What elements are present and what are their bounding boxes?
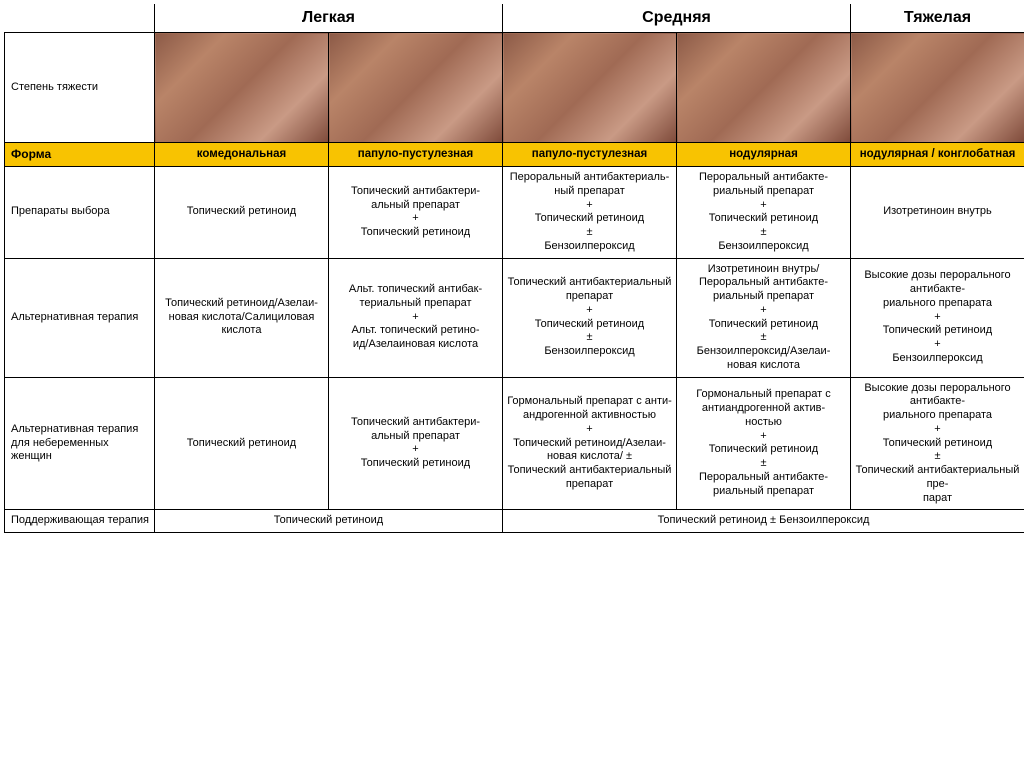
- alt-3: Изотретиноин внутрь/Пероральный антибакт…: [677, 258, 851, 377]
- alt-row: Альтернативная терапия Топический ретино…: [5, 258, 1024, 377]
- severity-severe: Тяжелая: [851, 4, 1024, 33]
- severity-mild: Легкая: [155, 4, 503, 33]
- first-choice-label: Препараты выбора: [5, 167, 155, 259]
- alt-0: Топический ретиноид/Азелаи-новая кислота…: [155, 258, 329, 377]
- alt-women-row: Альтернативная терапия для небеременных …: [5, 377, 1024, 510]
- maintenance-0: Топический ретиноид: [155, 510, 503, 533]
- form-row-label: Форма: [5, 143, 155, 167]
- alt-1: Альт. топический антибак-териальный преп…: [329, 258, 503, 377]
- first-choice-3: Пероральный антибакте-риальный препарат+…: [677, 167, 851, 259]
- first-choice-4: Изотретиноин внутрь: [851, 167, 1024, 259]
- alt-women-3: Гормональный препарат сантиандрогенной а…: [677, 377, 851, 510]
- alt-2: Топический антибактериальныйпрепарат+Топ…: [503, 258, 677, 377]
- first-choice-2: Пероральный антибактериаль-ный препарат+…: [503, 167, 677, 259]
- form-cell-0: комедональная: [155, 143, 329, 167]
- acne-treatment-table: Легкая Средняя Тяжелая Степень тяжести Ф…: [4, 4, 1024, 533]
- maintenance-1: Топический ретиноид ± Бензоилпероксид: [503, 510, 1024, 533]
- alt-women-2: Гормональный препарат с анти-андрогенной…: [503, 377, 677, 510]
- form-cell-4: нодулярная / конглобатная: [851, 143, 1024, 167]
- photo-nodular-conglobate: [851, 33, 1024, 143]
- form-cell-1: папуло-пустулезная: [329, 143, 503, 167]
- form-row: Форма комедональная папуло-пустулезная п…: [5, 143, 1024, 167]
- maintenance-row: Поддерживающая терапия Топический ретино…: [5, 510, 1024, 533]
- alt-women-4: Высокие дозы перорального антибакте-риал…: [851, 377, 1024, 510]
- photo-nodular: [677, 33, 851, 143]
- alt-women-0: Топический ретиноид: [155, 377, 329, 510]
- photo-comedonal: [155, 33, 329, 143]
- maintenance-label: Поддерживающая терапия: [5, 510, 155, 533]
- first-choice-0: Топический ретиноид: [155, 167, 329, 259]
- severity-row-label: Степень тяжести: [5, 33, 155, 143]
- blank-cell: [5, 4, 155, 33]
- alt-women-1: Топический антибактери-альный препарат+Т…: [329, 377, 503, 510]
- first-choice-1: Топический антибактери-альный препарат+Т…: [329, 167, 503, 259]
- alt-label: Альтернативная терапия: [5, 258, 155, 377]
- photo-papulopustular-mild: [329, 33, 503, 143]
- photo-row: Степень тяжести: [5, 33, 1024, 143]
- photo-papulopustular-moderate: [503, 33, 677, 143]
- form-cell-2: папуло-пустулезная: [503, 143, 677, 167]
- alt-women-label: Альтернативная терапия для небеременных …: [5, 377, 155, 510]
- severity-moderate: Средняя: [503, 4, 851, 33]
- severity-header-row: Легкая Средняя Тяжелая: [5, 4, 1024, 33]
- first-choice-row: Препараты выбора Топический ретиноид Топ…: [5, 167, 1024, 259]
- form-cell-3: нодулярная: [677, 143, 851, 167]
- alt-4: Высокие дозы перорального антибакте-риал…: [851, 258, 1024, 377]
